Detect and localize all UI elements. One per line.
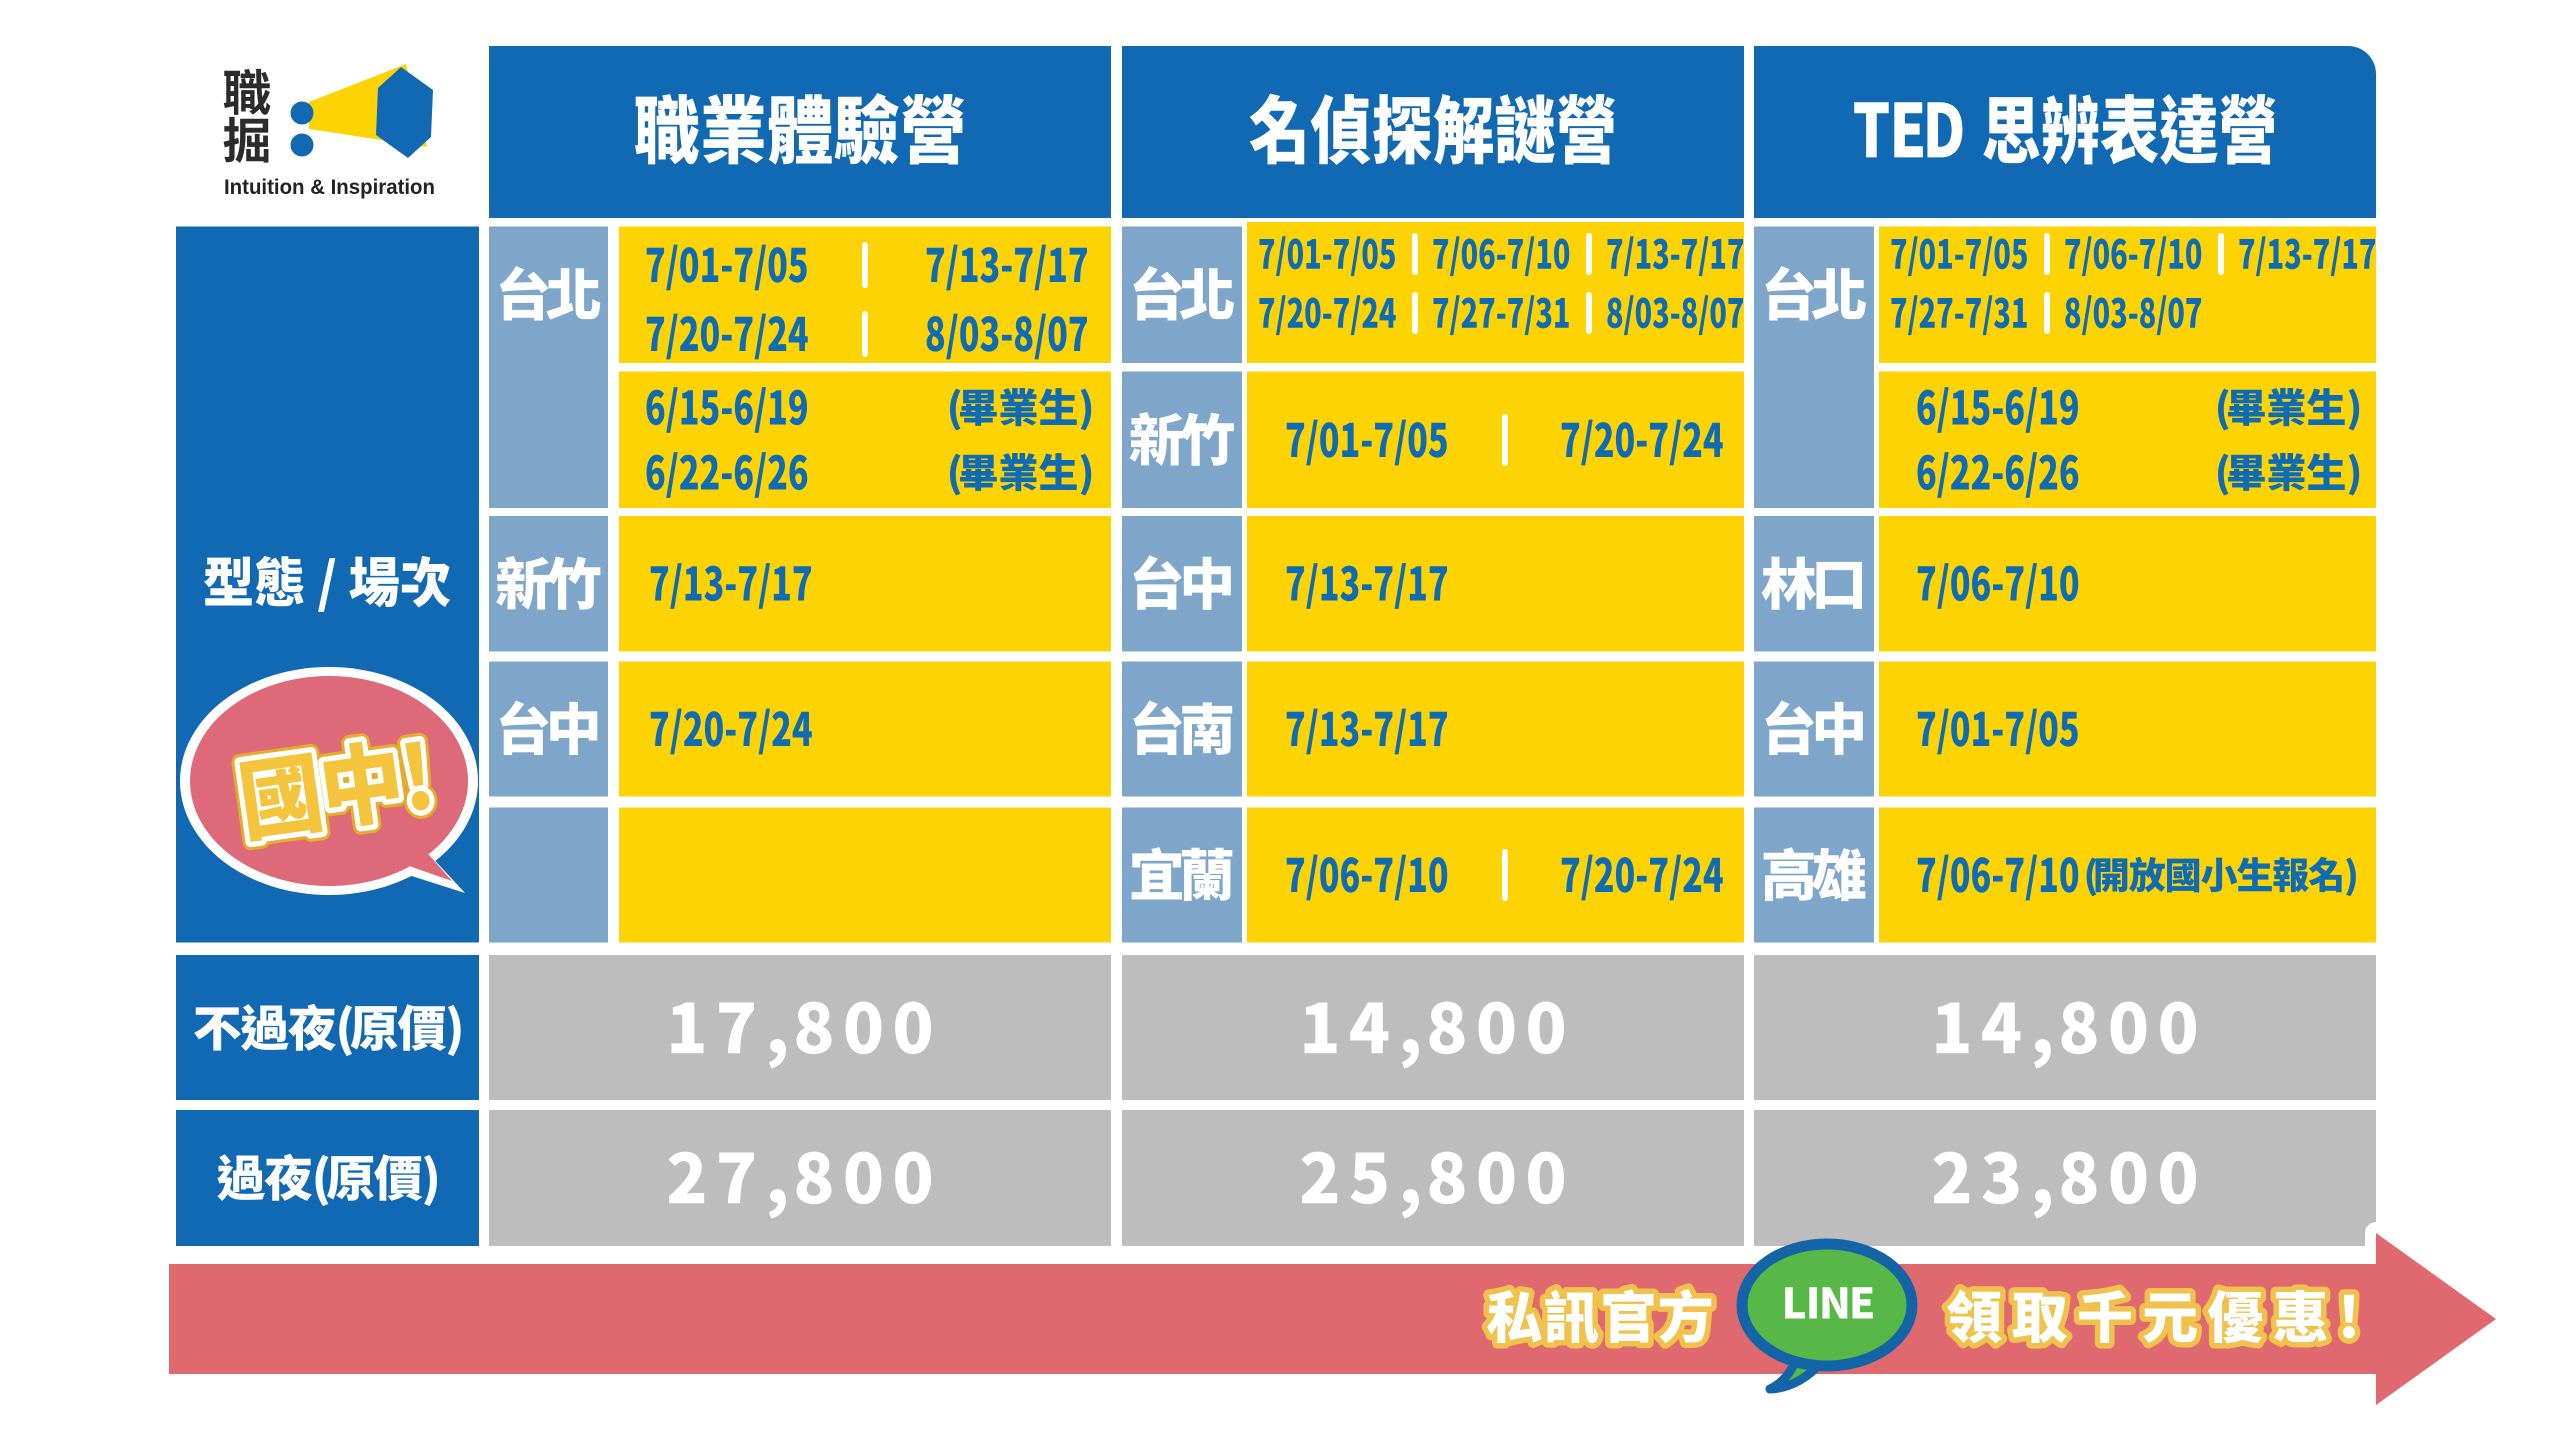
svg-text:Intuition & Inspiration: Intuition & Inspiration <box>224 176 435 199</box>
